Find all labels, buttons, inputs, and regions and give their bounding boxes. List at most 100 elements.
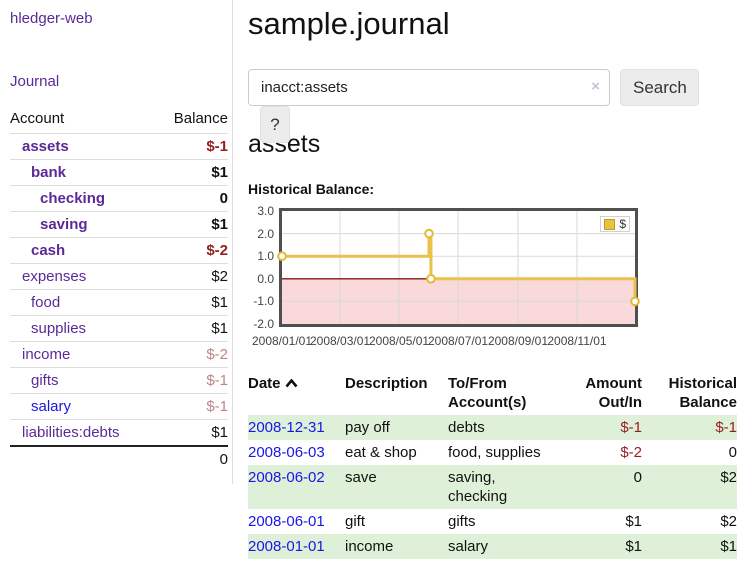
- chart-canvas: [277, 211, 640, 324]
- account-balance: $1: [155, 419, 228, 446]
- x-axis-tick-label: 2008/09/01: [487, 334, 548, 348]
- transaction-accounts: food, supplies: [448, 444, 541, 461]
- transaction-date-link[interactable]: 2008-06-02: [248, 469, 325, 486]
- account-balance: $1: [155, 211, 228, 238]
- main-content: sample.journal × Search ? assets Histori…: [248, 0, 738, 559]
- transaction-row: 2008-01-01 income salary $1 $1: [248, 534, 737, 559]
- account-link[interactable]: assets: [22, 138, 69, 155]
- account-link[interactable]: income: [22, 346, 71, 363]
- description-column-header: Description: [345, 375, 428, 392]
- transaction-balance: $-1: [642, 415, 737, 440]
- account-row: expenses $2: [10, 263, 228, 290]
- transaction-row: 2008-06-03 eat & shop food, supplies $-2 0: [248, 440, 737, 465]
- legend-swatch-icon: [603, 218, 615, 230]
- balance-column-header: Balance: [173, 110, 228, 127]
- transactions-header-row: Date Description To/From Account(s) Amou…: [248, 371, 737, 415]
- account-heading: assets: [248, 130, 321, 158]
- account-link[interactable]: saving: [40, 216, 88, 233]
- x-axis-tick-label: 2008/11/01: [547, 334, 607, 348]
- account-row: income $-2: [10, 341, 228, 368]
- account-row: supplies $1: [10, 315, 228, 342]
- transactions-table-body: 2008-12-31 pay off debts $-1 $-1 2008-06-03 ea…: [248, 415, 737, 559]
- account-balance: $2: [155, 263, 228, 290]
- account-row: liabilities:debts $1: [10, 419, 228, 446]
- clear-search-icon[interactable]: ×: [591, 78, 600, 95]
- transaction-amount: $-1: [563, 415, 642, 440]
- account-balance: $-1: [155, 393, 228, 420]
- account-balance: $1: [155, 159, 228, 186]
- y-axis-tick-label: -2.0: [253, 317, 274, 331]
- account-link[interactable]: supplies: [31, 320, 87, 337]
- y-axis-tick-label: -1.0: [253, 294, 274, 309]
- account-row: checking 0: [10, 185, 228, 212]
- account-link[interactable]: food: [31, 294, 61, 311]
- account-balance: $-1: [155, 367, 228, 394]
- sidebar-item-journal[interactable]: Journal: [10, 73, 60, 90]
- search-button[interactable]: Search: [620, 69, 700, 106]
- transaction-date-link[interactable]: 2008-12-31: [248, 419, 325, 436]
- transaction-date-link[interactable]: 2008-06-01: [248, 513, 325, 530]
- account-row: bank $1: [10, 159, 228, 186]
- account-balance: $-1: [155, 133, 228, 160]
- transaction-description: eat & shop: [345, 444, 417, 461]
- transaction-row: 2008-06-01 gift gifts $1 $2: [248, 509, 737, 534]
- account-link[interactable]: salary: [31, 398, 72, 415]
- account-link[interactable]: gifts: [31, 372, 59, 389]
- search-box: ×: [248, 69, 610, 106]
- help-button[interactable]: ?: [260, 106, 290, 143]
- account-balance: $1: [155, 315, 228, 342]
- transactions-table: Date Description To/From Account(s) Amou…: [248, 371, 737, 559]
- transaction-description: pay off: [345, 415, 448, 440]
- historical-balance-chart: $ 3.0 2.0 1.0 0.0 -1.0 -2.0 2008/01/01 2008/03/…: [248, 204, 640, 354]
- x-axis-tick-label: 2008/03/01: [309, 334, 371, 348]
- transaction-row: 2008-12-31 pay off debts $-1 $-1: [248, 415, 737, 440]
- account-link[interactable]: bank: [31, 164, 67, 181]
- transaction-row: 2008-06-02 save saving, checking 0 $2: [248, 465, 737, 509]
- transaction-description: gift: [345, 513, 366, 530]
- accounts-column-header: To/From Account(s): [448, 375, 527, 411]
- transaction-amount: $1: [563, 534, 642, 559]
- transaction-amount: 0: [563, 465, 642, 509]
- y-axis-tick-label: 2.0: [257, 226, 274, 241]
- transaction-accounts: saving, checking: [448, 465, 563, 509]
- y-axis-tick-label: 3.0: [257, 204, 274, 218]
- account-table-header: Account Balance: [10, 106, 228, 134]
- transaction-amount: $1: [625, 513, 642, 530]
- chart-title: Historical Balance:: [248, 181, 375, 197]
- accounts-total-row: 0: [10, 445, 228, 472]
- account-link[interactable]: checking: [40, 190, 106, 207]
- transaction-balance: $2: [642, 465, 737, 509]
- x-axis-tick-label: 2008/05/01: [368, 334, 430, 348]
- transaction-description: save: [345, 465, 448, 509]
- x-axis-tick-label: 2008/07/01: [427, 334, 489, 348]
- account-balance-table: Account Balance assets $-1 bank $1 checking 0…: [10, 106, 228, 472]
- transaction-date-link[interactable]: 2008-01-01: [248, 538, 325, 555]
- transaction-accounts: debts: [448, 415, 563, 440]
- transaction-date-link[interactable]: 2008-06-03: [248, 444, 325, 461]
- date-column-header[interactable]: Date: [248, 371, 345, 415]
- account-row: saving $1: [10, 211, 228, 238]
- legend-label: $: [619, 217, 626, 231]
- account-link[interactable]: cash: [31, 242, 66, 259]
- account-balance: $-2: [155, 341, 228, 368]
- sidebar: hledger-web Journal Account Balance asse…: [0, 0, 233, 484]
- transaction-balance: 0: [728, 444, 737, 461]
- account-balance: $1: [155, 289, 228, 316]
- page-title: sample.journal: [248, 6, 450, 41]
- account-row: food $1: [10, 289, 228, 316]
- account-column-header: Account: [10, 110, 65, 127]
- balance-column-header-register: Historical Balance: [668, 375, 737, 411]
- app-title-link[interactable]: hledger-web: [10, 10, 93, 27]
- account-link[interactable]: liabilities:debts: [22, 424, 120, 441]
- search-input[interactable]: [248, 69, 610, 106]
- amount-column-header: Amount Out/In: [585, 375, 642, 411]
- accounts-total-value: 0: [155, 445, 228, 472]
- account-table-body: assets $-1 bank $1 checking 0 saving $1 cash $-2 e…: [10, 133, 228, 472]
- chart-legend: $: [599, 216, 630, 233]
- transaction-accounts: gifts: [448, 513, 476, 530]
- y-axis-tick-label: 1.0: [257, 249, 274, 264]
- transaction-balance: $2: [720, 513, 737, 530]
- chart-plot-area: $: [277, 208, 640, 327]
- account-link[interactable]: expenses: [22, 268, 87, 285]
- account-row: assets $-1: [10, 133, 228, 160]
